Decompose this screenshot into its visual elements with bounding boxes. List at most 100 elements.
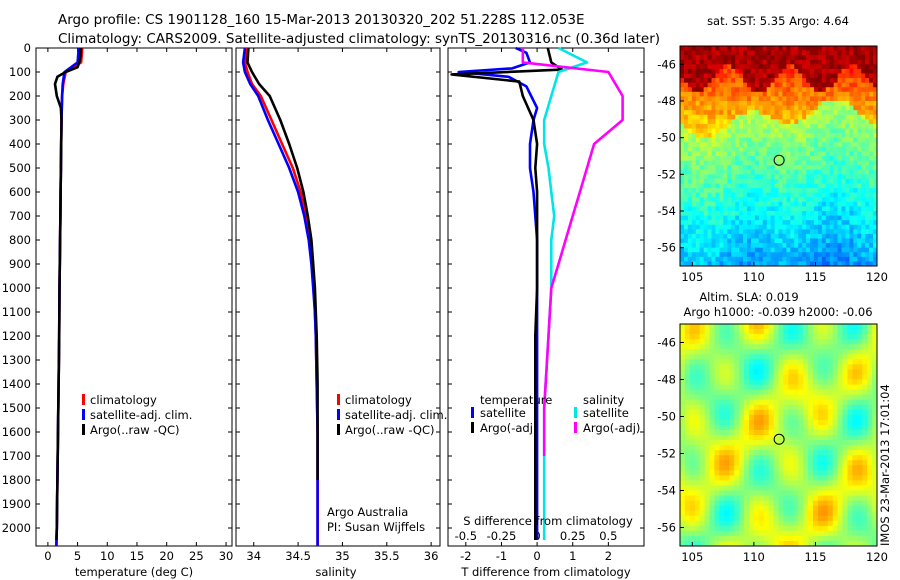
sla-cell [699, 349, 706, 355]
sst-cell [695, 188, 701, 194]
sla-cell [808, 414, 814, 421]
sst-cell [750, 91, 756, 97]
sst-cell [758, 261, 764, 266]
sla-cell [744, 515, 750, 522]
sla-cell [822, 490, 829, 496]
sst-cell [857, 201, 862, 207]
sla-cell [704, 364, 710, 370]
sst-cell [825, 101, 831, 106]
sla-cell [714, 540, 720, 546]
sla-cell [812, 535, 819, 542]
sst-cell [683, 156, 689, 161]
sla-cell [763, 460, 770, 466]
sst-cell [873, 156, 877, 161]
sst-cell [680, 64, 685, 70]
sst-cell [739, 82, 744, 88]
sla-cell [822, 324, 829, 330]
sla-cell [803, 389, 809, 396]
sla-cell [768, 460, 774, 466]
sst-cell [727, 247, 732, 253]
sst-cell [774, 128, 779, 134]
sst-cell [774, 82, 779, 88]
sla-cell [763, 540, 770, 546]
sla-cell [812, 475, 819, 481]
sst-cell [853, 137, 858, 143]
sla-cell [783, 465, 789, 471]
sst-cell [711, 183, 716, 189]
sla-cell [847, 334, 853, 340]
sst-cell [735, 96, 740, 102]
sst-cell [703, 201, 708, 207]
sst-cell [762, 183, 768, 189]
sla-cell [867, 485, 873, 491]
sst-cell [790, 224, 795, 230]
sla-cell [852, 424, 858, 431]
sst-cell [750, 192, 756, 198]
sla-cell [832, 525, 838, 532]
sla-cell [788, 460, 794, 466]
sst-cell [813, 178, 819, 184]
sst-cell [687, 123, 693, 129]
sst-cell [813, 123, 819, 129]
sst-cell [821, 59, 827, 65]
sla-cell [689, 394, 696, 401]
sla-cell [872, 480, 877, 486]
sst-cell [829, 233, 835, 239]
sst-cell [806, 165, 811, 171]
sla-cell [798, 394, 804, 401]
sla-cell [867, 364, 873, 370]
sst-cell [695, 206, 701, 212]
sla-cell [694, 440, 701, 446]
sla-cell [709, 455, 715, 461]
sla-cell [867, 515, 873, 522]
sst-cell [865, 261, 870, 266]
sla-cell [832, 470, 838, 476]
sst-cell [715, 160, 720, 166]
sst-cell [790, 247, 795, 253]
sst-cell [683, 247, 689, 253]
sst-cell [857, 220, 862, 226]
sla-cell [689, 530, 696, 537]
sla-cell [773, 389, 779, 396]
sst-cell [841, 165, 846, 171]
sla-cell [724, 510, 730, 517]
sst-cell [731, 197, 736, 203]
sst-cell [865, 142, 870, 148]
sla-cell [694, 354, 701, 360]
sla-cell [753, 419, 760, 426]
sst-cell [735, 160, 740, 166]
sst-cell [837, 169, 842, 175]
sla-cell [842, 505, 848, 512]
sst-cell [735, 151, 740, 157]
sst-cell [695, 256, 701, 262]
sst-cell [743, 256, 748, 262]
sst-cell [727, 137, 732, 143]
sst-cell [813, 215, 819, 221]
sst-cell [774, 183, 779, 189]
sla-cell [798, 349, 804, 355]
sst-cell [778, 192, 783, 198]
sla-cell [842, 510, 848, 517]
sst-cell [841, 96, 846, 102]
sst-cell [731, 87, 736, 93]
sst-cell [680, 188, 685, 194]
sla-cell [689, 334, 696, 340]
sst-cell [758, 78, 764, 84]
sla-cell [719, 354, 725, 360]
sla-cell [872, 530, 877, 537]
sla-cell [699, 435, 706, 441]
sla-cell [724, 435, 730, 441]
sla-cell [837, 329, 843, 335]
sst-cell [798, 119, 803, 125]
sst-cell [703, 229, 708, 235]
sla-cell [768, 399, 774, 406]
s-tick-label: 0.5 [599, 529, 617, 543]
sla-cell [699, 440, 706, 446]
sst-cell [790, 91, 795, 97]
sst-cell [849, 91, 854, 97]
sst-cell [794, 123, 799, 129]
sst-cell [841, 178, 846, 184]
sst-cell [683, 87, 689, 93]
sst-cell [711, 201, 716, 207]
sla-cell [808, 429, 814, 436]
